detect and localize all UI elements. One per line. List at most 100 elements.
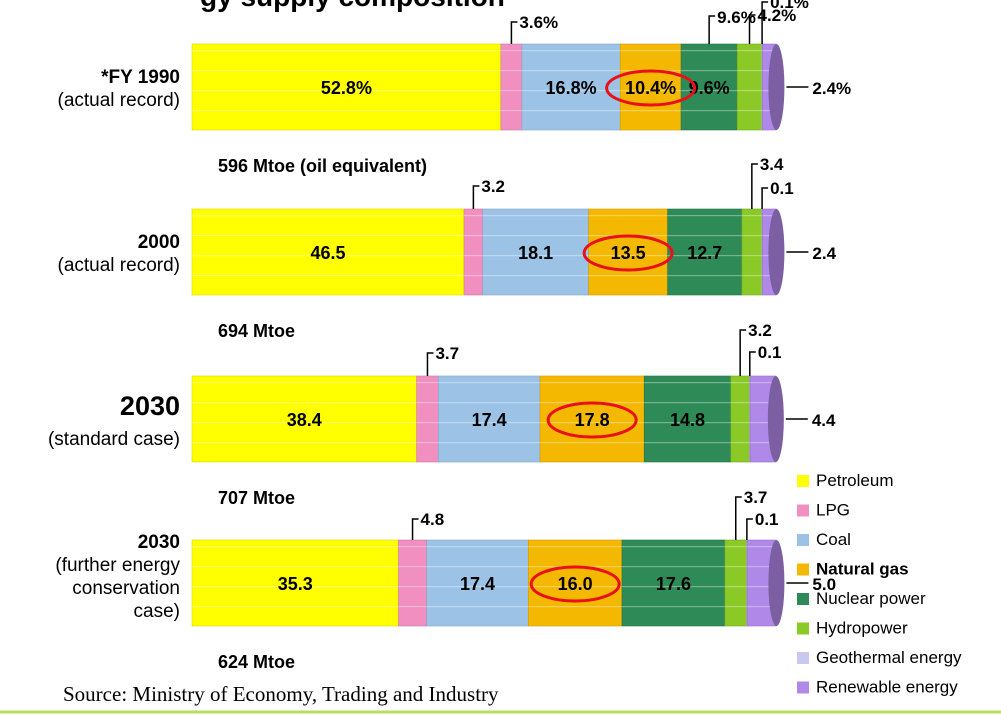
bar-segment-coal xyxy=(521,43,621,131)
data-label-lpg: 3.2 xyxy=(481,177,505,196)
callout-line xyxy=(746,518,753,540)
legend-swatch xyxy=(797,475,809,487)
legend-item: Hydropower xyxy=(797,619,908,638)
segment-shine xyxy=(192,442,417,444)
segment-shine xyxy=(192,110,501,112)
segment-shine xyxy=(192,215,465,217)
segment-shine xyxy=(667,275,742,277)
chart-title: gy supply composition xyxy=(200,0,505,12)
legend-label: Petroleum xyxy=(816,471,893,490)
segment-shine xyxy=(750,382,776,384)
legend-label: LPG xyxy=(816,501,850,520)
segment-shine xyxy=(747,546,777,548)
legend-label: Natural gas xyxy=(816,560,909,579)
segment-shine xyxy=(398,606,427,608)
data-label-natural-gas: 17.8 xyxy=(575,410,610,430)
segment-shine xyxy=(620,110,682,112)
legend-swatch xyxy=(797,593,809,605)
segment-shine xyxy=(747,586,777,588)
callout-line xyxy=(761,1,769,44)
legend-label: Hydropower xyxy=(816,619,908,638)
segment-shine xyxy=(737,50,762,52)
total-label: 596 Mtoe (oil equivalent) xyxy=(218,156,427,176)
callout-line xyxy=(735,496,742,540)
segment-shine xyxy=(747,566,777,568)
row-label: (actual record) xyxy=(58,255,181,276)
data-label-nuclear-power: 17.6 xyxy=(656,574,691,594)
data-label-lpg: 3.6% xyxy=(519,13,558,32)
legend-swatch xyxy=(797,622,809,635)
segment-shine xyxy=(500,70,522,72)
segment-shine xyxy=(426,586,529,588)
segment-shine xyxy=(528,606,622,608)
segment-shine xyxy=(750,402,776,404)
segment-shine xyxy=(192,90,501,92)
bar-segment-hydropower xyxy=(736,43,763,131)
bar-row: *FY 1990(actual record) 596 Mtoe (oil equ… xyxy=(58,0,852,176)
segment-shine xyxy=(464,235,483,237)
segment-shine xyxy=(464,275,483,277)
segment-shine xyxy=(192,235,465,237)
source-note: Source: Ministry of Economy, Trading and… xyxy=(63,682,499,706)
segment-shine xyxy=(192,255,465,257)
bar-segment-natural-gas xyxy=(619,43,682,131)
bar-row: 2000(actual record) 694 Mtoe 46.5 18.1 13.5 1… xyxy=(58,155,837,341)
segment-shine xyxy=(482,275,589,277)
legend-label: Nuclear power xyxy=(816,589,926,608)
bar-segment-natural-gas xyxy=(539,375,645,463)
segment-shine xyxy=(521,70,621,72)
segment-shine xyxy=(192,586,399,588)
segment-shine xyxy=(500,50,522,52)
segment-shine xyxy=(416,422,439,424)
segment-shine xyxy=(426,606,529,608)
legend-item: Nuclear power xyxy=(797,589,926,608)
data-label-lpg: 3.7 xyxy=(435,344,459,363)
bar-end-cap xyxy=(768,540,785,626)
segment-shine xyxy=(192,275,465,277)
data-label-geothermal-energy: 0.1 xyxy=(755,510,779,529)
segment-shine xyxy=(750,422,776,424)
segment-shine xyxy=(416,382,439,384)
data-label-hydropower: 4.2% xyxy=(758,6,797,25)
bar-end-cap xyxy=(768,209,785,295)
bar-segment-nuclear-power xyxy=(667,208,743,296)
segment-shine xyxy=(724,606,747,608)
segment-shine xyxy=(540,382,645,384)
segment-shine xyxy=(438,442,541,444)
highlight-ellipse xyxy=(605,69,697,107)
data-label-hydropower: 3.4 xyxy=(760,155,784,174)
data-label-coal: 17.4 xyxy=(472,410,507,430)
callout-line xyxy=(751,163,758,209)
segment-shine xyxy=(730,422,750,424)
legend-swatch xyxy=(797,681,809,694)
legend-item: Renewable energy xyxy=(797,678,958,697)
data-label-renewable-energy: 2.4 xyxy=(812,244,836,263)
segment-shine xyxy=(644,382,731,384)
data-label-natural-gas: 16.0 xyxy=(558,574,593,594)
bar-segment-lpg xyxy=(463,208,484,296)
callout-line xyxy=(411,518,419,540)
segment-shine xyxy=(192,606,399,608)
bar-segment-hydropower xyxy=(741,208,763,296)
bar-segment-nuclear-power xyxy=(680,43,738,131)
segment-shine xyxy=(644,402,731,404)
segment-shine xyxy=(416,402,439,404)
callout-line xyxy=(426,352,434,376)
data-label-hydropower: 3.7 xyxy=(744,488,768,507)
legend-label: Coal xyxy=(816,530,851,549)
data-label-geothermal-energy: 0.1% xyxy=(770,0,809,12)
data-label-petroleum: 38.4 xyxy=(287,410,322,430)
bar-segment-lpg xyxy=(398,539,427,627)
segment-shine xyxy=(737,90,762,92)
callout-line xyxy=(472,185,480,209)
data-label-nuclear-power: 9.6% xyxy=(717,8,756,27)
bar-segment-natural-gas xyxy=(528,539,623,627)
bar-segment-hydropower xyxy=(730,375,750,463)
data-label-geothermal-energy: 0.1 xyxy=(770,179,794,198)
legend-swatch xyxy=(797,504,809,517)
callout-line xyxy=(510,21,518,44)
bar-segment-petroleum xyxy=(191,375,417,463)
segment-shine xyxy=(724,566,747,568)
segment-shine xyxy=(644,422,731,424)
